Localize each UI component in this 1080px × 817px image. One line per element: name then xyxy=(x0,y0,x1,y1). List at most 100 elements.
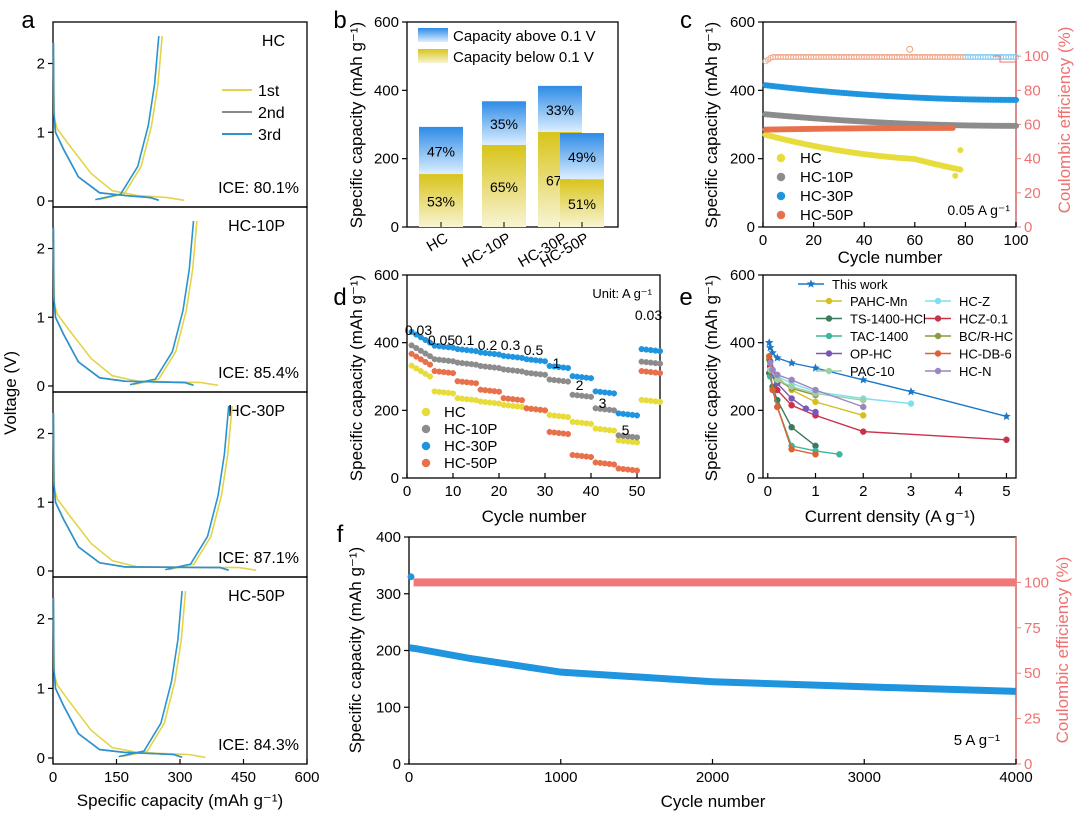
rate-label: 3 xyxy=(599,395,607,411)
data-point xyxy=(422,370,429,377)
axis-label: Specific capacity (mAh g⁻¹) xyxy=(77,791,283,810)
data-point xyxy=(564,378,572,385)
x-tick-label: 0 xyxy=(403,483,411,500)
x-tick-label: 3000 xyxy=(848,769,881,786)
y-tick-label: 2 xyxy=(37,241,45,258)
data-point xyxy=(957,166,964,173)
data-point xyxy=(957,147,964,154)
data-point xyxy=(806,279,816,288)
data-point xyxy=(417,347,424,354)
charge-curve-3rd xyxy=(95,35,160,201)
y2-tick-label: 0 xyxy=(1024,219,1032,236)
data-point xyxy=(764,338,774,347)
data-point xyxy=(422,350,429,357)
data-point xyxy=(949,124,956,131)
bar-percent-label: 33% xyxy=(546,102,574,118)
data-point xyxy=(610,390,618,397)
sample-name: HC-50P xyxy=(228,588,285,605)
data-point xyxy=(408,350,415,357)
legend-marker xyxy=(776,153,786,163)
data-point xyxy=(408,328,415,335)
legend-label: HC xyxy=(444,404,466,421)
x-tick-label: 20 xyxy=(491,483,508,500)
x-tick-label: 0 xyxy=(759,232,767,249)
rate-label: 0.2 xyxy=(478,337,498,353)
bar-above xyxy=(538,85,582,133)
data-point xyxy=(417,356,424,363)
voltage-subplot: 0 1 2 HC ICE: 80.1% 1st 2nd 3rd xyxy=(37,21,308,210)
data-point xyxy=(788,402,795,409)
y2-tick-label: 20 xyxy=(1024,185,1041,202)
x-tick-label: 2000 xyxy=(696,769,729,786)
data-point xyxy=(811,363,820,372)
bar-percent-label: 65% xyxy=(490,179,518,195)
data-point xyxy=(788,395,795,402)
data-point xyxy=(656,370,664,377)
x-tick-label: 3 xyxy=(907,483,915,500)
legend-label: HC-DB-6 xyxy=(959,347,1012,362)
x-tick-label: 0 xyxy=(405,769,413,786)
data-point xyxy=(587,393,595,400)
data-point xyxy=(413,331,420,338)
legend-marker xyxy=(421,407,431,417)
axis-label: Coulombic efficiency (%) xyxy=(1053,557,1072,744)
legend-label: 3rd xyxy=(258,127,281,144)
panel-b: b 0 200 400 600 Specific capacity (mAh g⁻¹) 53… xyxy=(333,7,619,271)
data-point xyxy=(633,412,641,419)
x-tick-label: 0 xyxy=(49,769,57,786)
y-tick-label: 400 xyxy=(374,335,399,352)
y-tick-label: 1 xyxy=(37,309,45,326)
legend-marker xyxy=(934,297,942,305)
legend-label: HCZ-0.1 xyxy=(959,312,1008,327)
data-point xyxy=(633,434,641,441)
legend-marker xyxy=(934,350,942,357)
y-tick-label: 200 xyxy=(374,402,399,419)
discharge-curve-3rd xyxy=(52,227,194,387)
data-point xyxy=(408,342,415,349)
data-point xyxy=(417,334,424,341)
data-point xyxy=(769,366,776,373)
axis-label: Current density (A g⁻¹) xyxy=(805,507,976,526)
bar-above xyxy=(560,133,604,180)
capacity-series xyxy=(762,82,1020,103)
data-point xyxy=(587,375,595,382)
data-point xyxy=(426,361,434,368)
y2-tick-label: 40 xyxy=(1024,151,1041,168)
data-point xyxy=(788,424,795,431)
y2-tick-label: 50 xyxy=(1024,665,1041,682)
x-tick-label: 10 xyxy=(445,483,462,500)
capacity-series xyxy=(762,124,956,133)
panel-e: e 0 200 400 600 0 1 2 3 4 5 Current density (A g⁻¹)… xyxy=(679,267,1017,526)
charge-curve-1st xyxy=(133,220,198,386)
x-tick-label: 60 xyxy=(906,232,923,249)
axis-label: Specific capacity (mAh g⁻¹) xyxy=(347,22,366,228)
legend-marker xyxy=(825,297,833,305)
x-tick-label: 30 xyxy=(537,483,554,500)
y-tick-label: 0 xyxy=(37,193,45,210)
rate-label: 0.1 xyxy=(455,332,475,348)
rate-label: 0.03 xyxy=(635,307,662,323)
legend-label: HC-Z xyxy=(959,294,990,309)
ce-point xyxy=(1013,54,1020,61)
rate-annotation: 0.05 A g⁻¹ xyxy=(947,202,1010,218)
voltage-subplot: 0 1 2 HC-50P ICE: 84.3% xyxy=(37,576,308,767)
data-point xyxy=(788,376,795,384)
comparison-series xyxy=(766,359,867,411)
y-tick-label: 400 xyxy=(374,82,399,99)
y-tick-label: 200 xyxy=(374,151,399,168)
data-point xyxy=(769,386,776,394)
x-tick-label: 4 xyxy=(955,483,963,500)
unit-label: Unit: A g⁻¹ xyxy=(592,286,652,301)
charge-curve-1st xyxy=(168,405,233,571)
data-point xyxy=(587,453,595,461)
data-point xyxy=(1002,411,1011,421)
y-tick-label: 0 xyxy=(37,750,45,767)
legend-marker xyxy=(825,350,833,357)
legend-label: TAC-1400 xyxy=(850,329,908,344)
legend-label: Capacity above 0.1 V xyxy=(453,28,596,45)
data-point xyxy=(1012,96,1020,103)
first-cycle-point xyxy=(407,573,415,581)
data-point xyxy=(610,427,618,434)
ice-label: ICE: 85.4% xyxy=(218,365,299,382)
legend-label: HC-50P xyxy=(444,455,497,472)
